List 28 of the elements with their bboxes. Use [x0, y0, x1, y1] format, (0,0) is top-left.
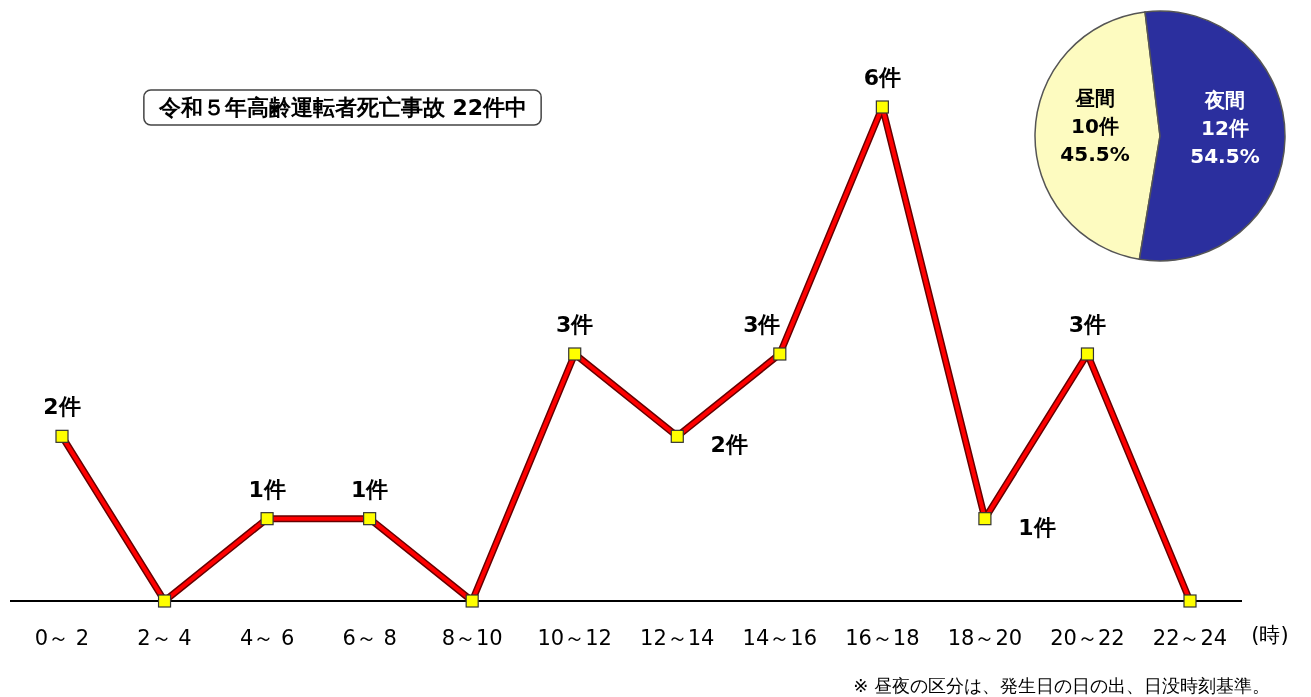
data-label: 1件: [350, 476, 389, 502]
x-tick-label: 18～20: [947, 626, 1023, 650]
data-label: 12件 54.5%: [1190, 116, 1260, 169]
x-tick-label: 8～10: [441, 626, 503, 650]
x-axis-title: (時): [1251, 623, 1289, 647]
text: ※ 昼夜の区分は、発生日の日の出、日没時刻基準。: [853, 675, 1270, 696]
data-label: 10件 45.5%: [1060, 113, 1130, 166]
data-label: 2件: [710, 432, 748, 458]
data-label: 3件: [743, 312, 781, 337]
slice-label: 夜間: [1203, 88, 1245, 113]
x-tick-label: 22～24: [1152, 626, 1228, 650]
x-tick-label: 4～ 6: [239, 626, 295, 650]
x-tick-label: 12～14: [640, 626, 715, 650]
x-tick-label: 14～16: [742, 626, 818, 650]
data-label: 1件: [1018, 514, 1056, 540]
x-tick-label: 2～ 4: [137, 626, 192, 650]
x-tick-label: 6～ 8: [342, 626, 397, 650]
x-tick-label: 10～12: [537, 626, 612, 650]
data-label: 2件: [43, 394, 81, 420]
data-label: 1件: [248, 476, 286, 502]
data-label: 3件: [1068, 312, 1107, 337]
slice-label: 昼間: [1074, 85, 1116, 110]
x-tick-label: 0～ 2: [34, 626, 90, 650]
x-tick-label: 20～22: [1050, 626, 1125, 650]
chart-title: 令和５年高齢運転者死亡事故 22件中: [157, 95, 528, 120]
data-label: 6件: [863, 65, 902, 90]
x-tick-label: 16～18: [845, 626, 920, 650]
data-label: 3件: [556, 312, 594, 337]
